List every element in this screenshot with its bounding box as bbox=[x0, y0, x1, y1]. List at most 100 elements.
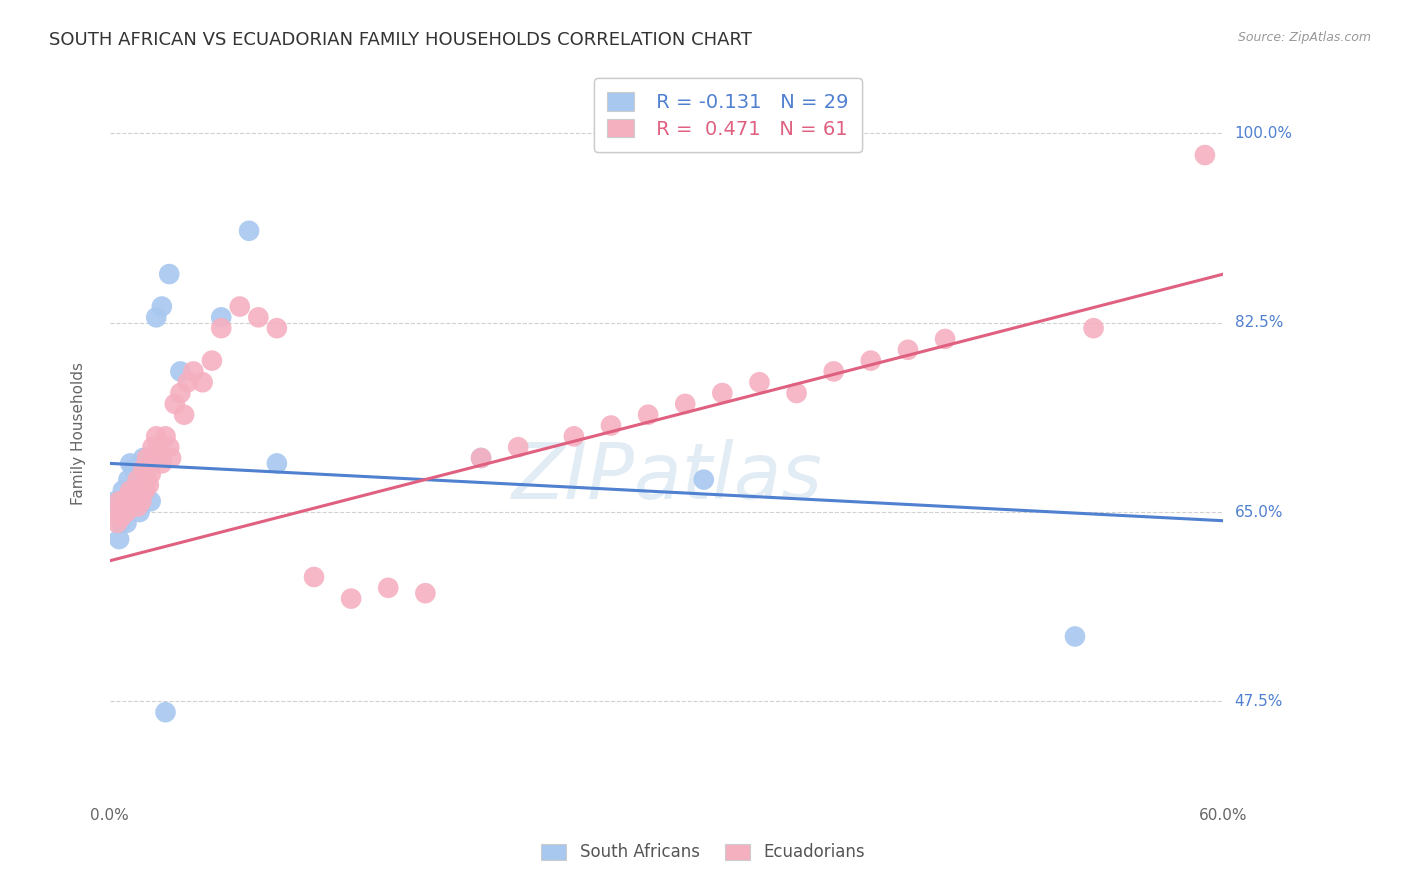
Point bbox=[266, 456, 288, 470]
Point bbox=[105, 516, 128, 530]
Point bbox=[111, 500, 134, 514]
Point bbox=[600, 418, 623, 433]
Point bbox=[340, 591, 363, 606]
Point bbox=[121, 489, 143, 503]
Point bbox=[117, 494, 139, 508]
Point bbox=[136, 450, 159, 465]
Point bbox=[201, 353, 224, 368]
Point bbox=[897, 343, 920, 357]
Point bbox=[117, 473, 139, 487]
Point bbox=[1064, 630, 1087, 644]
Point bbox=[104, 505, 127, 519]
Point bbox=[173, 408, 195, 422]
Point bbox=[823, 364, 845, 378]
Point bbox=[229, 300, 252, 314]
Point bbox=[786, 386, 808, 401]
Point bbox=[131, 494, 153, 508]
Point bbox=[191, 376, 214, 390]
Point bbox=[169, 386, 191, 401]
Point bbox=[117, 489, 139, 503]
Point bbox=[120, 483, 142, 498]
Y-axis label: Family Households: Family Households bbox=[72, 362, 86, 505]
Text: 65.0%: 65.0% bbox=[1234, 505, 1284, 519]
Point bbox=[108, 494, 131, 508]
Point bbox=[155, 429, 177, 443]
Point bbox=[110, 510, 132, 524]
Text: 100.0%: 100.0% bbox=[1234, 126, 1292, 141]
Point bbox=[209, 321, 232, 335]
Point bbox=[748, 376, 770, 390]
Point bbox=[711, 386, 734, 401]
Point bbox=[115, 516, 138, 530]
Point bbox=[114, 494, 136, 508]
Point bbox=[508, 440, 530, 454]
Point bbox=[111, 483, 134, 498]
Point bbox=[302, 570, 325, 584]
Text: SOUTH AFRICAN VS ECUADORIAN FAMILY HOUSEHOLDS CORRELATION CHART: SOUTH AFRICAN VS ECUADORIAN FAMILY HOUSE… bbox=[49, 31, 752, 49]
Point bbox=[127, 473, 149, 487]
Point bbox=[637, 408, 659, 422]
Point bbox=[128, 505, 150, 519]
Point bbox=[120, 456, 142, 470]
Point bbox=[266, 321, 288, 335]
Point bbox=[127, 500, 149, 514]
Point bbox=[125, 483, 148, 498]
Legend: South Africans, Ecuadorians: South Africans, Ecuadorians bbox=[529, 830, 877, 875]
Point bbox=[132, 450, 155, 465]
Text: 47.5%: 47.5% bbox=[1234, 694, 1282, 709]
Point bbox=[125, 494, 148, 508]
Point bbox=[155, 705, 177, 719]
Point bbox=[139, 494, 162, 508]
Point bbox=[114, 494, 136, 508]
Point bbox=[160, 450, 183, 465]
Legend:  R = -0.131   N = 29,  R =  0.471   N = 61: R = -0.131 N = 29, R = 0.471 N = 61 bbox=[593, 78, 862, 153]
Point bbox=[934, 332, 956, 346]
Point bbox=[562, 429, 585, 443]
Text: Source: ZipAtlas.com: Source: ZipAtlas.com bbox=[1237, 31, 1371, 45]
Point bbox=[145, 310, 167, 325]
Point bbox=[128, 489, 150, 503]
Point bbox=[415, 586, 437, 600]
Point bbox=[145, 429, 167, 443]
Point bbox=[115, 505, 138, 519]
Point bbox=[238, 224, 260, 238]
Point bbox=[163, 397, 186, 411]
Point bbox=[121, 483, 143, 498]
Point bbox=[1083, 321, 1105, 335]
Text: 82.5%: 82.5% bbox=[1234, 315, 1282, 330]
Point bbox=[136, 450, 159, 465]
Point bbox=[138, 478, 160, 492]
Point bbox=[169, 364, 191, 378]
Point bbox=[132, 462, 155, 476]
Point bbox=[139, 456, 162, 470]
Point bbox=[209, 310, 232, 325]
Point bbox=[150, 300, 173, 314]
Point bbox=[183, 364, 205, 378]
Point bbox=[377, 581, 399, 595]
Point bbox=[145, 450, 167, 465]
Point bbox=[157, 267, 180, 281]
Point bbox=[1194, 148, 1216, 162]
Point bbox=[177, 376, 200, 390]
Point bbox=[110, 516, 132, 530]
Point bbox=[122, 462, 145, 476]
Point bbox=[470, 450, 492, 465]
Point bbox=[127, 473, 149, 487]
Point bbox=[122, 494, 145, 508]
Point bbox=[150, 456, 173, 470]
Point bbox=[136, 473, 159, 487]
Point bbox=[146, 440, 169, 454]
Point bbox=[470, 450, 492, 465]
Point bbox=[108, 505, 131, 519]
Point bbox=[139, 467, 162, 482]
Point bbox=[134, 483, 156, 498]
Point bbox=[859, 353, 882, 368]
Point bbox=[108, 532, 131, 546]
Point bbox=[104, 494, 127, 508]
Point bbox=[693, 473, 716, 487]
Point bbox=[673, 397, 696, 411]
Point bbox=[247, 310, 270, 325]
Point bbox=[141, 440, 163, 454]
Point bbox=[157, 440, 180, 454]
Text: ZIPatlas: ZIPatlas bbox=[512, 440, 823, 516]
